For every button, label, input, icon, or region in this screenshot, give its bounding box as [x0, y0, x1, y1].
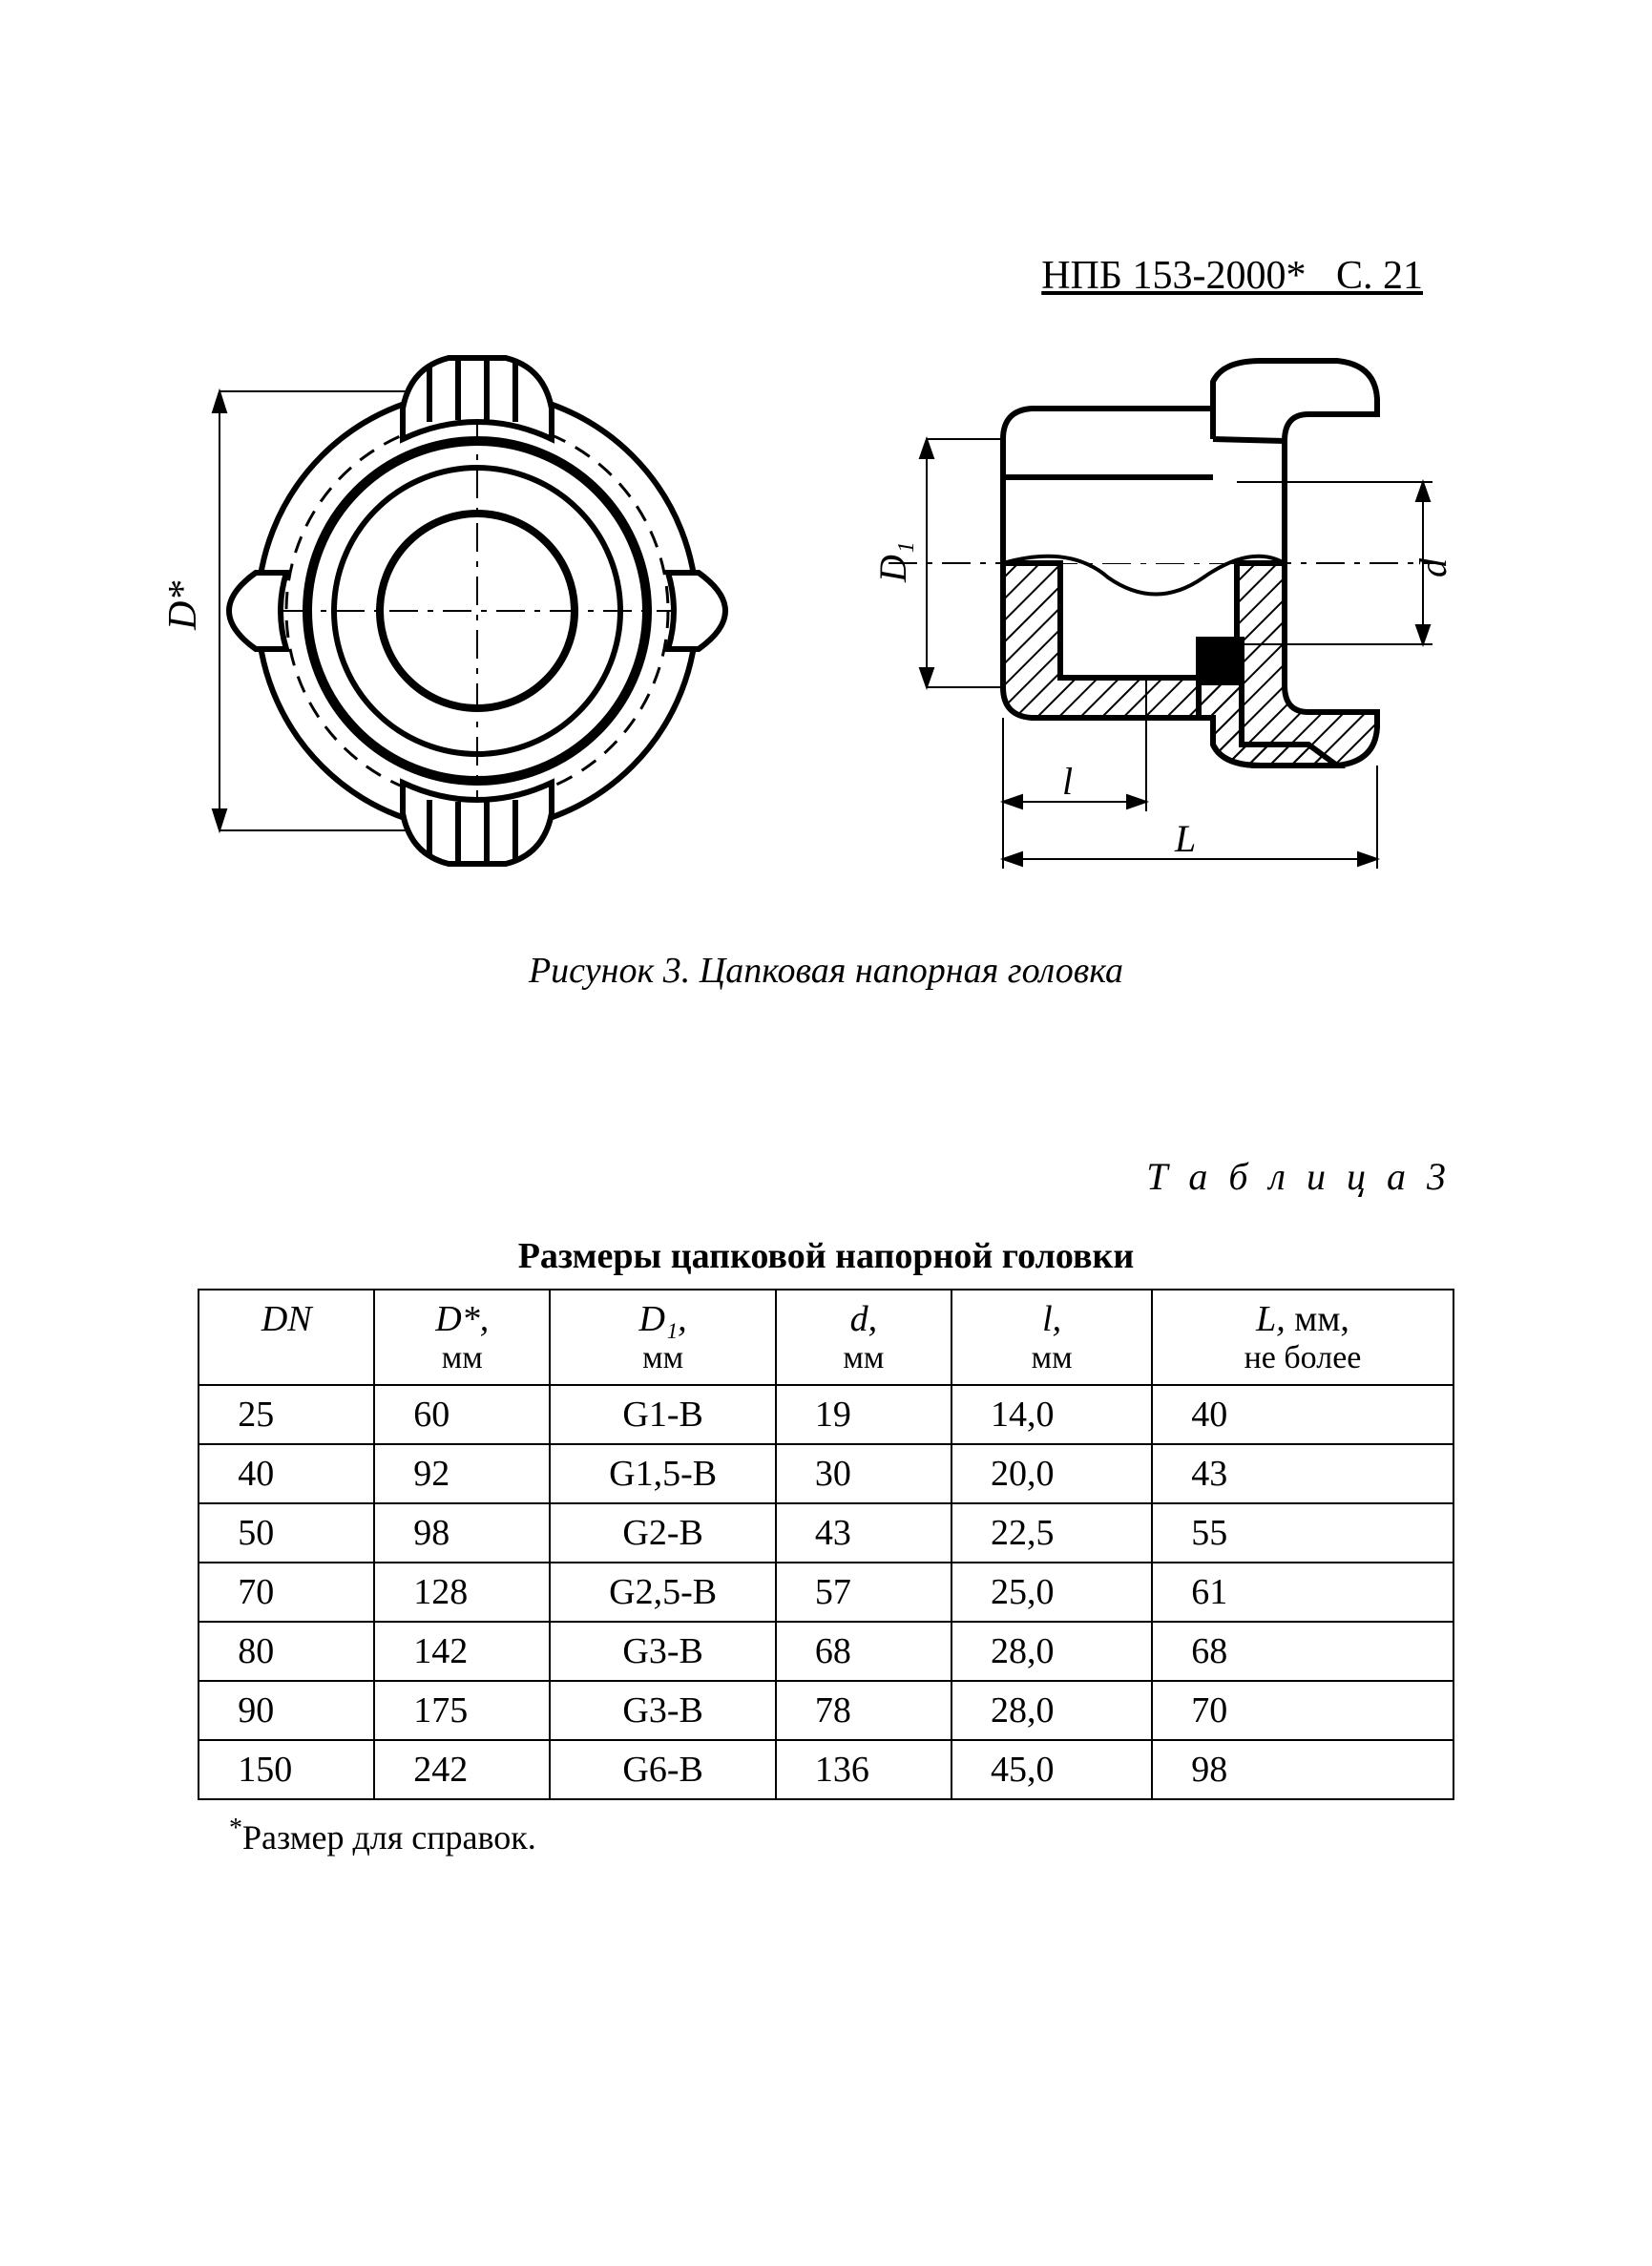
table-cell: 128: [374, 1563, 550, 1622]
table-cell: 30: [776, 1444, 951, 1503]
table-title: Размеры цапковой напорной головки: [143, 1235, 1509, 1277]
page-number: С. 21: [1336, 254, 1423, 298]
label-d: d: [1412, 557, 1454, 577]
table-cell: 25,0: [951, 1563, 1152, 1622]
col-header: DN: [199, 1290, 374, 1385]
table-cell: 57: [776, 1563, 951, 1622]
table-cell: G1-B: [550, 1385, 776, 1444]
label-D1: D₁: [871, 541, 914, 583]
col-header: D*,мм: [374, 1290, 550, 1385]
table-body: 2560G1-B1914,0404092G1,5-B3020,0435098G2…: [199, 1385, 1453, 1799]
col-header: l,мм: [951, 1290, 1152, 1385]
table-cell: 98: [374, 1503, 550, 1563]
page-header: НПБ 153-2000* С. 21: [1041, 253, 1423, 299]
doc-code: НПБ 153-2000*: [1041, 254, 1306, 298]
figure-front-view: D*: [162, 305, 754, 902]
table-cell: 19: [776, 1385, 951, 1444]
table-head: DND*,ммD₁,ммd,ммl,ммL, мм,не более: [199, 1290, 1453, 1385]
table-cell: 14,0: [951, 1385, 1152, 1444]
table-cell: 68: [1152, 1622, 1453, 1681]
dimensions-table: DND*,ммD₁,ммd,ммl,ммL, мм,не более 2560G…: [198, 1289, 1454, 1800]
table-row: 150242G6-B13645,098: [199, 1740, 1453, 1799]
table-cell: G2,5-B: [550, 1563, 776, 1622]
footnote: *Размер для справок.: [143, 1814, 1509, 1857]
table-cell: 20,0: [951, 1444, 1152, 1503]
front-view-svg: D*: [162, 305, 754, 897]
table-cell: 43: [776, 1503, 951, 1563]
table-cell: G3-B: [550, 1681, 776, 1740]
footnote-text: Размер для справок.: [242, 1818, 536, 1857]
page: НПБ 153-2000* С. 21 D*: [0, 0, 1652, 2266]
table-row: 90175G3-B7828,070: [199, 1681, 1453, 1740]
label-l: l: [1062, 760, 1073, 803]
table-cell: 50: [199, 1503, 374, 1563]
table-cell: 142: [374, 1622, 550, 1681]
table-cell: 40: [199, 1444, 374, 1503]
table-cell: 28,0: [951, 1622, 1152, 1681]
table-cell: 68: [776, 1622, 951, 1681]
table-cell: 70: [199, 1563, 374, 1622]
table-cell: 78: [776, 1681, 951, 1740]
table-cell: 25: [199, 1385, 374, 1444]
table-cell: 175: [374, 1681, 550, 1740]
table-row: 80142G3-B6828,068: [199, 1622, 1453, 1681]
table-cell: 55: [1152, 1503, 1453, 1563]
col-header: d,мм: [776, 1290, 951, 1385]
table-cell: G6-B: [550, 1740, 776, 1799]
figure-section-view: D₁ d l: [860, 353, 1471, 902]
table-row: 5098G2-B4322,555: [199, 1503, 1453, 1563]
table-header-row: DND*,ммD₁,ммd,ммl,ммL, мм,не более: [199, 1290, 1453, 1385]
table-row: 4092G1,5-B3020,043: [199, 1444, 1453, 1503]
table-row: 70128G2,5-B5725,061: [199, 1563, 1453, 1622]
col-header: L, мм,не более: [1152, 1290, 1453, 1385]
table-cell: 28,0: [951, 1681, 1152, 1740]
label-L: L: [1174, 817, 1196, 860]
table-cell: 45,0: [951, 1740, 1152, 1799]
table-cell: 92: [374, 1444, 550, 1503]
section-view-svg: D₁ d l: [860, 353, 1471, 897]
table-cell: G3-B: [550, 1622, 776, 1681]
table-cell: 22,5: [951, 1503, 1152, 1563]
table-cell: G1,5-B: [550, 1444, 776, 1503]
table-cell: 150: [199, 1740, 374, 1799]
table-cell: 40: [1152, 1385, 1453, 1444]
table-cell: 60: [374, 1385, 550, 1444]
table-cell: 70: [1152, 1681, 1453, 1740]
figure-row: D*: [143, 305, 1509, 902]
table-row: 2560G1-B1914,040: [199, 1385, 1453, 1444]
col-header: D₁,мм: [550, 1290, 776, 1385]
table-cell: 242: [374, 1740, 550, 1799]
table-cell: 136: [776, 1740, 951, 1799]
table-cell: G2-B: [550, 1503, 776, 1563]
table-cell: 61: [1152, 1563, 1453, 1622]
figure-caption: Рисунок 3. Цапковая напорная головка: [143, 950, 1509, 992]
table-cell: 80: [199, 1622, 374, 1681]
table-cell: 98: [1152, 1740, 1453, 1799]
footnote-marker: *: [229, 1814, 242, 1843]
table-cell: 90: [199, 1681, 374, 1740]
label-D-star: D*: [162, 581, 205, 631]
table-label: Т а б л и ц а 3: [143, 1154, 1509, 1199]
table-cell: 43: [1152, 1444, 1453, 1503]
